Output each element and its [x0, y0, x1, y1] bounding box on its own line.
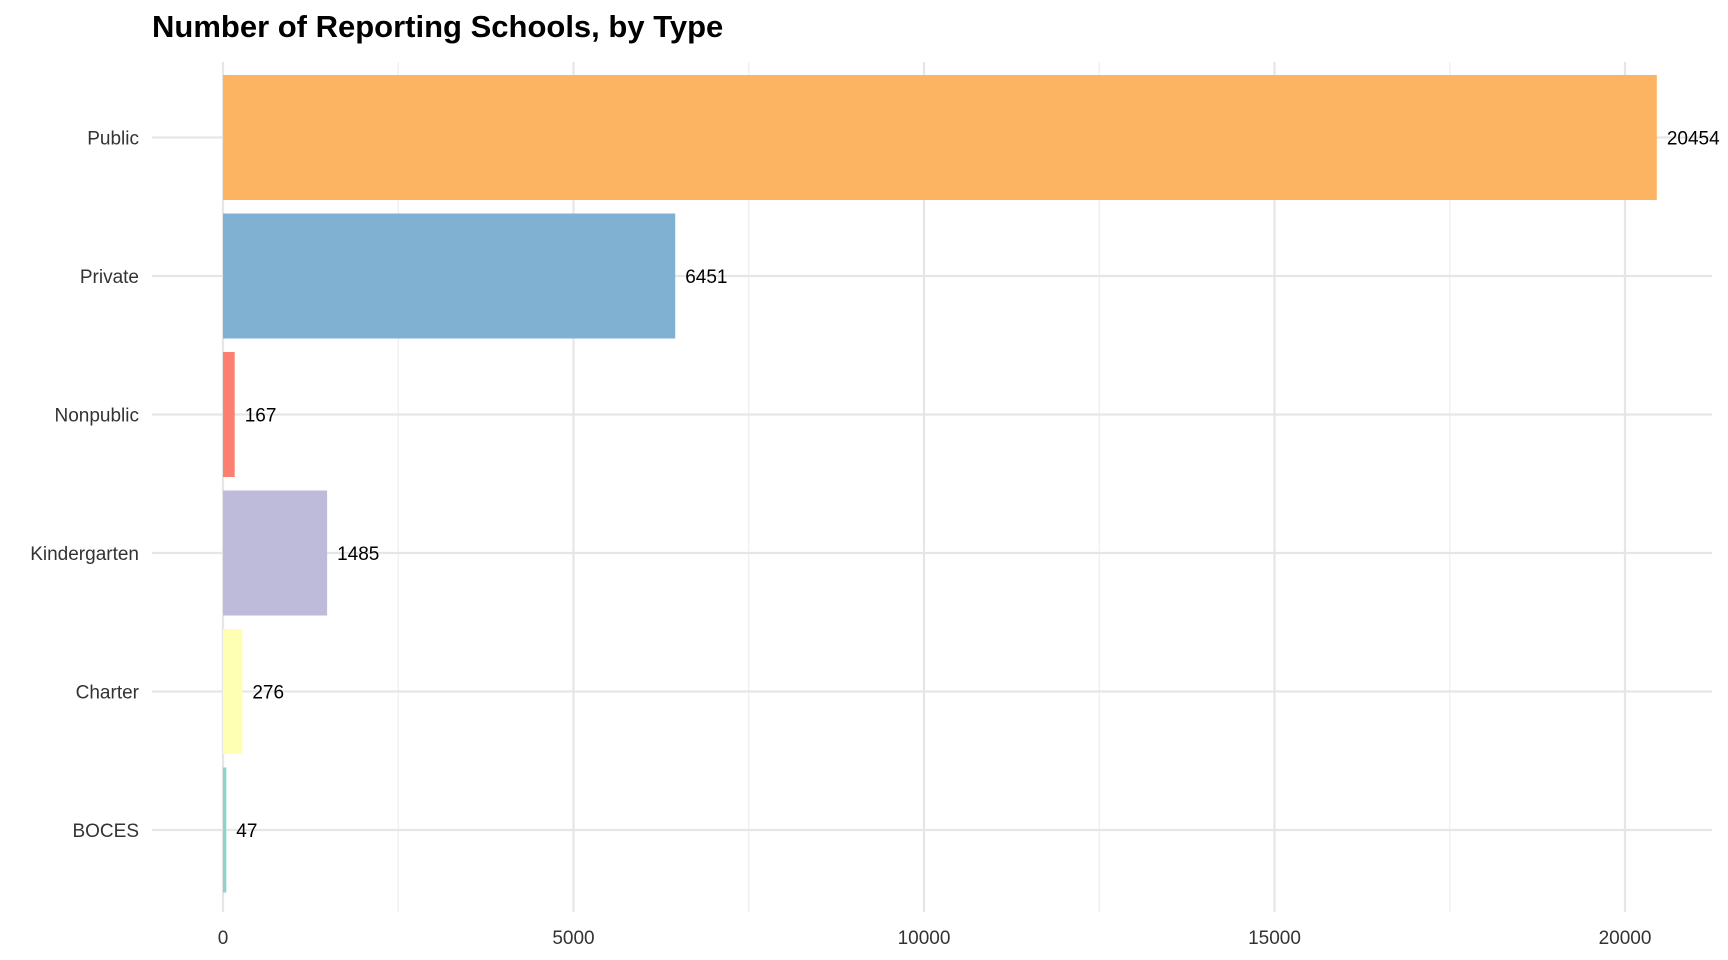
bar-private	[223, 213, 676, 339]
x-tick-label: 0	[218, 928, 229, 949]
y-category-label: Kindergarten	[30, 544, 139, 565]
bar-value-label: 47	[236, 821, 257, 842]
bar-public	[223, 75, 1657, 200]
x-tick-label: 15000	[1248, 928, 1301, 949]
x-tick-label: 5000	[552, 928, 594, 949]
bar-boces	[223, 767, 227, 893]
y-category-label: Charter	[76, 683, 140, 704]
bars	[223, 75, 1657, 893]
x-tick-label: 10000	[898, 928, 951, 949]
bar-nonpublic	[223, 352, 235, 477]
bar-value-label: 1485	[337, 544, 379, 565]
y-category-label: Public	[87, 129, 139, 150]
gridlines	[152, 62, 1712, 912]
y-category-label: Nonpublic	[55, 406, 140, 427]
bar-kindergarten	[223, 490, 328, 616]
bar-value-label: 167	[245, 406, 277, 427]
bar-value-label: 20454	[1667, 129, 1720, 150]
y-category-label: Private	[80, 267, 139, 288]
bar-charter	[223, 629, 243, 754]
y-category-label: BOCES	[72, 821, 139, 842]
chart-title: Number of Reporting Schools, by Type	[152, 9, 723, 44]
bar-value-label: 276	[252, 683, 284, 704]
bar-value-label: 6451	[685, 267, 727, 288]
x-tick-label: 20000	[1599, 928, 1652, 949]
labels: 0 5000 10000 15000 20000 BOCES 47 Charter 276 Kin…	[30, 129, 1720, 950]
